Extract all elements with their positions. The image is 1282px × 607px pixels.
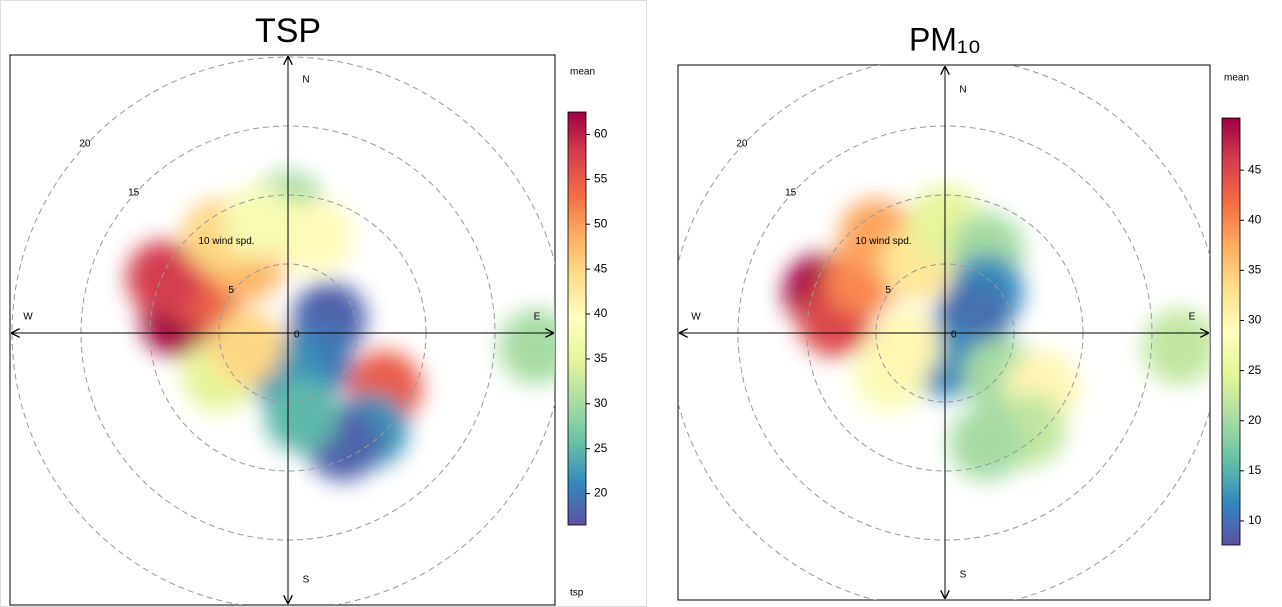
colorbar-header: mean [570, 67, 595, 78]
direction-label: E [1189, 312, 1196, 323]
colorbar-tick-label: 30 [1248, 313, 1262, 327]
r-tick-label: 10 wind spd. [855, 236, 911, 247]
surface-cell [499, 309, 555, 385]
chart-title: PM₁₀ [909, 21, 981, 57]
direction-label: S [960, 570, 967, 581]
direction-label: E [534, 312, 541, 323]
direction-label: W [691, 312, 701, 323]
direction-label: W [23, 312, 33, 323]
chart-title: TSP [255, 12, 321, 50]
r-tick-label: 5 [885, 285, 891, 296]
center-label: 0 [294, 330, 300, 341]
colorbar [1221, 117, 1241, 546]
surface [126, 171, 555, 481]
colorbar-tick-label: 25 [1248, 363, 1262, 377]
colorbar-footer: tsp [570, 588, 584, 599]
colorbar-tick-label: 25 [594, 441, 608, 455]
surface-cell [264, 378, 340, 454]
colorbar-tick-label: 35 [1248, 263, 1262, 277]
direction-label: N [302, 75, 309, 86]
colorbar-tick-label: 20 [1248, 413, 1262, 427]
colorbar-tick-label: 55 [594, 172, 608, 186]
colorbar-tick-label: 60 [594, 127, 608, 141]
r-tick-label: 10 wind spd. [198, 236, 254, 247]
colorbar-tick-label: 45 [1248, 162, 1262, 176]
surface-cell [209, 309, 284, 385]
r-tick-label: 20 [79, 138, 91, 149]
colorbar-tick-label: 10 [1248, 513, 1262, 527]
colorbar-tick-label: 45 [594, 261, 608, 275]
surface-cell [866, 309, 941, 385]
colorbar-tick-label: 50 [594, 216, 608, 230]
surface [783, 185, 1210, 481]
r-tick-label: 15 [128, 187, 140, 198]
surface-cell [949, 406, 1024, 481]
direction-label: N [959, 85, 966, 96]
colorbar-tick-label: 20 [594, 486, 608, 500]
colorbar-tick-label: 15 [1248, 463, 1262, 477]
center-label: 0 [951, 330, 957, 341]
r-tick-label: 20 [736, 138, 748, 149]
colorbar-tick-label: 30 [594, 396, 608, 410]
direction-label: S [303, 575, 310, 586]
surface-cell [126, 240, 202, 316]
r-tick-label: 5 [228, 285, 234, 296]
colorbar [567, 111, 587, 526]
surface-blur [783, 185, 1210, 481]
colorbar-header: mean [1224, 73, 1249, 84]
colorbar-tick-label: 40 [1248, 212, 1262, 226]
plot-border [9, 54, 556, 606]
surface-blur [126, 171, 555, 481]
colorbar-tick-label: 40 [594, 306, 608, 320]
surface-cell [1142, 309, 1210, 385]
r-tick-label: 15 [785, 187, 797, 198]
surface-cell [223, 185, 298, 260]
colorbar-tick-label: 35 [594, 351, 608, 365]
